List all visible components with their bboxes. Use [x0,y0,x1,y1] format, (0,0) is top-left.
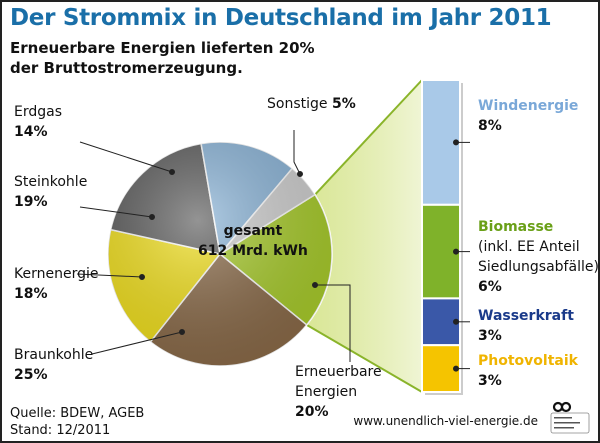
center-label-line-2: 612 Mrd. kWh [198,243,308,259]
label-wasserkraft: Wasserkraft 3% [478,306,574,346]
source-line-1: Quelle: BDEW, AGEB [10,406,145,421]
label-value: 14% [14,124,48,140]
bar-leader-dot [453,318,459,325]
label-value: 3% [478,328,502,344]
leader-dot [179,329,185,335]
bar-leader-dot [453,139,459,146]
leader-dot [297,171,303,177]
label-erneuerbare: Erneuerbare Energien 20% [295,362,395,422]
bar-segment-biomasse [421,203,461,300]
label-value: 6% [478,279,502,295]
leader-line-erneuerbare [315,284,351,362]
label-name: Windenergie [478,98,579,114]
label-steinkohle: Steinkohle 19% [14,172,87,212]
label-value: 19% [14,194,48,210]
bar-leader-dot [453,248,459,255]
label-sonstige: Sonstige 5% [267,94,356,114]
label-braunkohle: Braunkohle 25% [14,345,93,385]
label-erdgas: Erdgas 14% [14,102,62,142]
label-name: Sonstige [267,96,328,112]
agency-logo [550,399,592,435]
leader-line-braunkohle [91,331,183,355]
chart-title: Der Strommix in Deutschland im Jahr 2011 [10,5,552,31]
chart-subtitle: Erneuerbare Energien lieferten 20% der B… [10,38,315,78]
label-name: Braunkohle [14,347,94,363]
label-name: Steinkohle [14,174,88,190]
connector-fan [306,80,422,392]
label-value: 25% [14,367,48,383]
label-biomasse: Biomasse (inkl. EE Anteil Siedlungsabfäl… [478,217,599,297]
label-name: Erdgas [14,104,63,120]
label-windenergie: Windenergie 8% [478,96,578,136]
label-kernenergie: Kernenergie 18% [14,264,98,304]
label-note-1: (inkl. EE Anteil [478,239,580,255]
label-name: Kernenergie [14,266,99,282]
center-label-line-1: gesamt [223,223,283,239]
label-name: Wasserkraft [478,308,574,324]
leader-dot [312,282,318,288]
label-name: Erneuerbare Energien [295,364,382,400]
leader-dot [169,169,175,175]
infinity-logo-icon [550,401,590,434]
label-name: Biomasse [478,219,554,235]
connector-line-bottom [306,324,423,393]
pie-shading [108,142,332,366]
subtitle-line-1: Erneuerbare Energien lieferten 20% [10,39,315,57]
leader-line-erdgas [79,141,173,173]
subtitle-line-2: der Bruttostromerzeugung. [10,59,243,77]
source-line-2: Stand: 12/2011 [10,423,111,438]
label-value: 20% [295,404,329,420]
label-value: 18% [14,286,48,302]
leader-dot [149,214,155,220]
label-photovoltaik: Photovoltaik 3% [478,351,578,391]
bar-leader-dot [453,365,459,372]
leader-line-sonstige [293,130,301,175]
label-value: 3% [478,373,502,389]
pie-center-label: gesamt 612 Mrd. kWh [198,221,308,261]
website-link[interactable]: www.unendlich-viel-energie.de [353,414,538,428]
label-value: 8% [478,118,502,134]
leader-line-steinkohle [79,206,153,218]
connector-line-top [314,79,423,196]
source-note: Quelle: BDEW, AGEB Stand: 12/2011 [10,405,144,439]
leader-line-kernenergie [76,273,143,278]
leader-dot [139,274,145,280]
label-note-2: Siedlungsabfälle) [478,259,599,275]
label-name: Photovoltaik [478,353,578,369]
label-value: 5% [331,96,356,112]
